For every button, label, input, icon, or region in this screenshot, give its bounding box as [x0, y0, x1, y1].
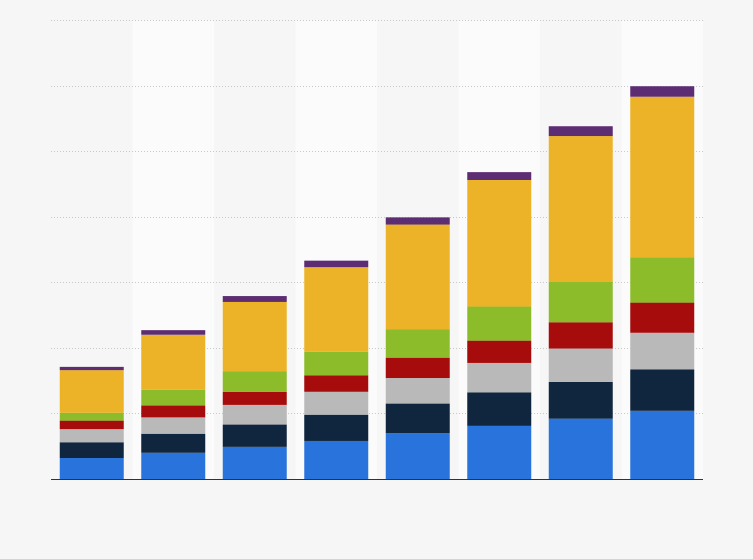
bar-segment-series-6[interactable] — [304, 267, 369, 352]
bar-segment-series-4[interactable] — [385, 357, 450, 379]
bar-segment-series-6[interactable] — [630, 96, 695, 258]
bar-segment-series-3[interactable] — [222, 404, 287, 425]
bar-stack[interactable] — [385, 217, 450, 479]
bar-segment-series-6[interactable] — [385, 224, 450, 330]
bar-segment-series-2[interactable] — [630, 369, 695, 411]
bar-segment-series-7[interactable] — [141, 330, 206, 335]
bar-stacks — [59, 86, 695, 479]
bar-stack[interactable] — [548, 126, 613, 479]
bar-segment-series-5[interactable] — [548, 281, 613, 323]
bar-segment-series-1[interactable] — [385, 433, 450, 479]
bar-segment-series-7[interactable] — [630, 86, 695, 97]
bar-segment-series-4[interactable] — [141, 405, 206, 418]
bar-segment-series-6[interactable] — [59, 370, 124, 413]
bar-segment-series-2[interactable] — [222, 424, 287, 447]
bar-segment-series-5[interactable] — [630, 257, 695, 303]
bar-stack[interactable] — [141, 330, 206, 479]
bar-segment-series-2[interactable] — [385, 403, 450, 434]
bar-segment-series-4[interactable] — [59, 420, 124, 430]
bar-segment-series-3[interactable] — [141, 417, 206, 434]
bar-segment-series-1[interactable] — [304, 440, 369, 479]
bar-segment-series-3[interactable] — [630, 332, 695, 370]
bar-segment-series-5[interactable] — [385, 329, 450, 358]
bar-segment-series-1[interactable] — [630, 410, 695, 479]
bar-segment-series-1[interactable] — [548, 418, 613, 479]
bar-stack[interactable] — [467, 172, 532, 479]
bar-segment-series-2[interactable] — [141, 433, 206, 453]
bar-segment-series-7[interactable] — [467, 172, 532, 180]
bar-stack[interactable] — [59, 366, 124, 479]
bar-segment-series-6[interactable] — [222, 301, 287, 372]
bar-segment-series-1[interactable] — [141, 452, 206, 479]
bar-segment-series-7[interactable] — [222, 296, 287, 302]
bar-segment-series-5[interactable] — [59, 412, 124, 421]
bar-segment-series-1[interactable] — [222, 446, 287, 479]
bar-segment-series-1[interactable] — [59, 458, 124, 479]
bar-stack[interactable] — [304, 260, 369, 479]
bar-segment-series-5[interactable] — [304, 351, 369, 376]
bar-segment-series-2[interactable] — [59, 442, 124, 459]
bar-segment-series-4[interactable] — [222, 391, 287, 405]
bar-segment-series-6[interactable] — [141, 334, 206, 390]
bar-segment-series-3[interactable] — [548, 348, 613, 382]
bar-segment-series-5[interactable] — [141, 389, 206, 406]
bar-segment-series-6[interactable] — [548, 136, 613, 282]
bar-stack[interactable] — [222, 296, 287, 479]
bar-segment-series-2[interactable] — [548, 381, 613, 419]
bar-segment-series-2[interactable] — [467, 392, 532, 426]
bar-segment-series-4[interactable] — [304, 375, 369, 392]
bar-segment-series-7[interactable] — [304, 260, 369, 268]
bar-segment-series-7[interactable] — [59, 366, 124, 371]
bar-segment-series-4[interactable] — [630, 302, 695, 333]
bar-segment-series-3[interactable] — [304, 391, 369, 415]
bar-segment-series-3[interactable] — [467, 362, 532, 393]
bar-segment-series-1[interactable] — [467, 425, 532, 479]
bar-segment-series-4[interactable] — [548, 322, 613, 349]
bar-segment-series-7[interactable] — [385, 217, 450, 225]
bar-segment-series-5[interactable] — [467, 306, 532, 341]
bar-segment-series-6[interactable] — [467, 179, 532, 307]
bar-segment-series-3[interactable] — [385, 378, 450, 404]
bar-segment-series-2[interactable] — [304, 414, 369, 441]
bar-stack[interactable] — [630, 86, 695, 479]
bar-segment-series-7[interactable] — [548, 126, 613, 137]
bar-segment-series-4[interactable] — [467, 340, 532, 363]
bar-segment-series-3[interactable] — [59, 429, 124, 443]
bar-segment-series-5[interactable] — [222, 371, 287, 392]
